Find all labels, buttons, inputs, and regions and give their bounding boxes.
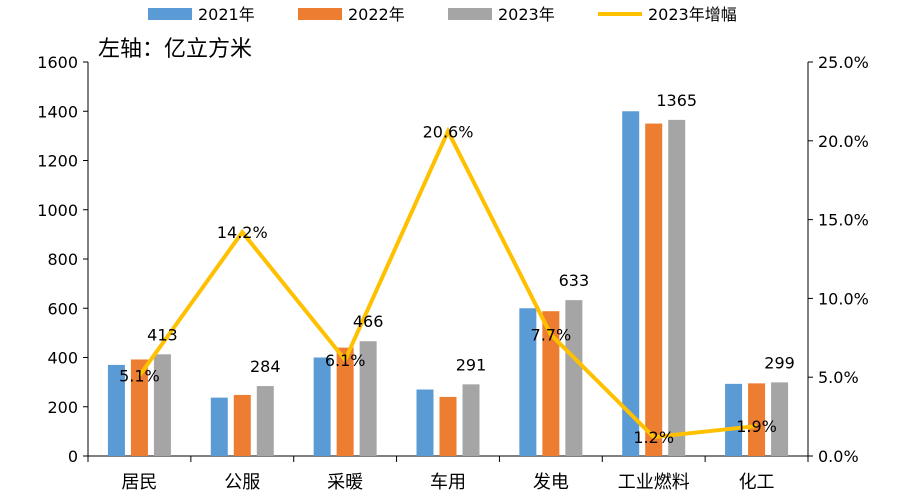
growth-line xyxy=(137,126,757,440)
bar xyxy=(622,111,640,456)
growth-value-label: 20.6% xyxy=(423,122,474,141)
right-tick-label: 5.0% xyxy=(818,368,859,387)
bar xyxy=(668,119,686,457)
category-label: 化工 xyxy=(739,472,775,493)
growth-value-label: 1.2% xyxy=(633,428,674,447)
growth-value-label: 6.1% xyxy=(325,351,366,370)
left-tick-label: 1400 xyxy=(37,102,78,121)
bar-value-label: 466 xyxy=(353,312,384,331)
left-tick-label: 800 xyxy=(47,250,78,269)
left-tick-label: 1200 xyxy=(37,152,78,171)
bar xyxy=(153,354,171,456)
bar xyxy=(771,382,789,456)
legend-swatch xyxy=(148,8,192,20)
growth-value-label: 14.2% xyxy=(217,223,268,242)
bar xyxy=(416,389,434,456)
left-tick-label: 600 xyxy=(47,299,78,318)
bar xyxy=(519,308,537,456)
bar xyxy=(313,357,331,456)
bar xyxy=(210,397,228,456)
growth-line-path xyxy=(137,126,757,440)
bar xyxy=(748,383,766,456)
legend-label: 2023年增幅 xyxy=(648,5,737,24)
bar-value-label: 284 xyxy=(250,357,281,376)
axis-unit-note: 左轴：亿立方米 xyxy=(98,37,252,62)
bar xyxy=(725,383,743,456)
bar xyxy=(256,386,274,456)
right-tick-label: 10.0% xyxy=(818,289,869,308)
right-tick-label: 25.0% xyxy=(818,53,869,72)
right-tick-label: 20.0% xyxy=(818,132,869,151)
bar xyxy=(439,396,457,456)
bar xyxy=(107,364,125,456)
bar xyxy=(462,384,480,456)
category-label: 工业燃料 xyxy=(618,472,690,493)
bar-value-label: 299 xyxy=(764,353,795,372)
axes: 0 200 400 600 800 1000 1200 1400 1600 0.0% 5.0% 10.… xyxy=(37,53,869,493)
category-label: 车用 xyxy=(430,472,466,493)
bar xyxy=(645,123,663,456)
left-tick-label: 1600 xyxy=(37,53,78,72)
legend-label: 2021年 xyxy=(198,5,255,24)
bar xyxy=(359,341,377,456)
bar xyxy=(336,347,354,456)
bar-value-label: 413 xyxy=(147,325,178,344)
legend: 2021年 2022年 2023年 2023年增幅 xyxy=(148,5,737,24)
legend-label: 2023年 xyxy=(498,5,555,24)
data-labels: 413 284 466 291 633 1365 299 5.1% 14.2% 6.1% 20.6%… xyxy=(119,91,795,447)
bar-value-label: 291 xyxy=(456,355,487,374)
category-label: 发电 xyxy=(533,472,569,493)
category-label: 居民 xyxy=(121,472,157,493)
bar xyxy=(233,394,251,456)
bar xyxy=(130,359,148,456)
category-label: 公服 xyxy=(224,472,260,493)
growth-value-label: 7.7% xyxy=(531,326,572,345)
legend-label: 2022年 xyxy=(348,5,405,24)
right-tick-label: 15.0% xyxy=(818,211,869,230)
category-label: 采暖 xyxy=(327,472,363,493)
growth-value-label: 5.1% xyxy=(119,367,160,386)
left-tick-label: 200 xyxy=(47,398,78,417)
bar xyxy=(565,300,583,456)
left-tick-label: 400 xyxy=(47,349,78,368)
legend-swatch xyxy=(298,8,342,20)
legend-swatch xyxy=(448,8,492,20)
left-tick-label: 1000 xyxy=(37,201,78,220)
right-tick-label: 0.0% xyxy=(818,447,859,466)
bar-value-label: 1365 xyxy=(656,91,697,110)
left-tick-label: 0 xyxy=(68,447,78,466)
bar-value-label: 633 xyxy=(559,271,590,290)
bar xyxy=(542,311,560,456)
bars xyxy=(107,111,789,457)
growth-value-label: 1.9% xyxy=(736,417,777,436)
